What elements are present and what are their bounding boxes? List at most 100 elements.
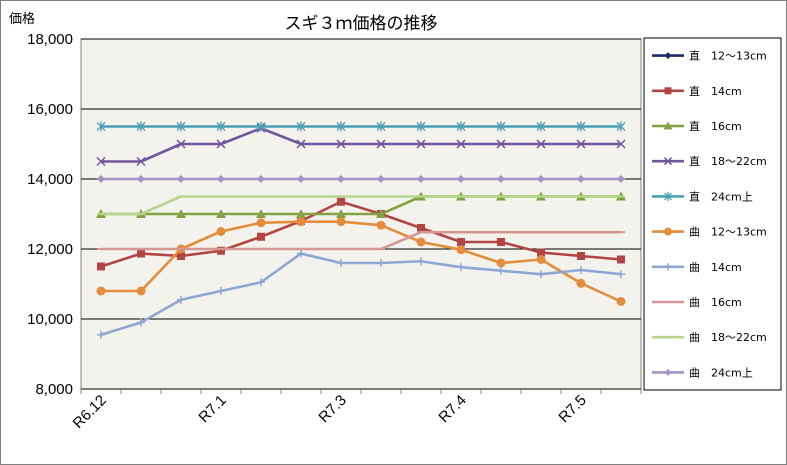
data-point — [376, 139, 386, 149]
data-point — [663, 157, 673, 166]
data-point — [336, 209, 346, 218]
data-point — [576, 121, 586, 132]
legend-label: 直 18～22cm — [689, 154, 767, 168]
data-point — [457, 238, 465, 246]
legend-label: 曲 18～22cm — [689, 331, 767, 344]
data-point — [416, 121, 426, 132]
y-tick-label: 16,000 — [27, 101, 73, 118]
data-point — [663, 121, 673, 130]
legend-label: 曲 24cm上 — [689, 366, 753, 379]
data-point — [664, 227, 672, 236]
x-tick-label: R7.4 — [435, 392, 469, 426]
data-point — [616, 121, 626, 132]
data-point — [336, 217, 346, 227]
data-point — [577, 252, 585, 260]
data-point — [496, 258, 506, 268]
data-point — [537, 175, 545, 183]
data-point — [136, 121, 146, 132]
data-point — [417, 257, 425, 266]
data-point — [97, 262, 105, 271]
data-point — [96, 156, 106, 167]
chart-title: スギ３ｍ価格の推移 — [285, 14, 438, 34]
data-point — [376, 121, 386, 132]
data-point — [457, 263, 465, 272]
data-point — [296, 209, 306, 218]
data-point — [97, 330, 105, 339]
data-point — [216, 209, 226, 218]
data-point — [256, 121, 266, 132]
series-line — [101, 126, 621, 163]
data-point — [176, 209, 186, 218]
data-point — [536, 255, 546, 264]
data-point — [216, 227, 226, 236]
series-9 — [97, 195, 625, 216]
data-point — [496, 121, 506, 132]
data-point — [417, 175, 425, 183]
data-point — [664, 52, 672, 60]
data-point — [536, 121, 546, 132]
series-6 — [96, 217, 626, 306]
legend-box — [643, 37, 782, 391]
data-point — [97, 175, 105, 183]
series-line — [100, 200, 622, 268]
data-point — [96, 121, 106, 132]
data-point — [497, 175, 505, 183]
data-point — [257, 175, 265, 183]
y-tick-label: 12,000 — [27, 241, 73, 258]
data-point — [137, 175, 145, 183]
data-point — [377, 175, 385, 183]
series-line — [100, 252, 622, 336]
data-point — [497, 238, 505, 246]
data-point — [216, 121, 226, 132]
data-point — [376, 220, 386, 230]
data-point — [137, 249, 145, 258]
data-point — [217, 175, 225, 183]
data-point — [664, 87, 672, 95]
legend-label: 直 24cm上 — [689, 189, 753, 203]
data-point — [456, 139, 466, 149]
legend-label: 曲 12～13cm — [689, 226, 767, 239]
data-point — [257, 232, 265, 241]
x-tick-label: R7.5 — [555, 392, 589, 426]
data-point — [576, 139, 586, 149]
legend-entry: 曲 14cm — [652, 261, 742, 274]
data-point — [337, 175, 345, 183]
data-point — [416, 139, 426, 149]
y-tick-label: 18,000 — [27, 31, 73, 48]
legend-entry: 直 14cm — [652, 84, 742, 98]
data-point — [136, 156, 146, 167]
series-5 — [96, 121, 626, 132]
legend-label: 直 12～13cm — [689, 49, 767, 63]
series-line — [101, 230, 621, 251]
x-tick-label: R7.3 — [315, 392, 349, 426]
legend-label: 曲 14cm — [689, 261, 742, 274]
data-point — [536, 139, 546, 149]
x-tick-label: R6.12 — [70, 392, 110, 432]
data-point — [177, 252, 185, 260]
data-point — [617, 175, 625, 183]
data-point — [177, 175, 185, 183]
data-point — [377, 259, 385, 267]
series-line — [101, 220, 622, 303]
data-point — [496, 139, 506, 149]
legend-entry: 曲 24cm上 — [652, 366, 753, 379]
legend-entry: 直 18～22cm — [652, 154, 767, 168]
series-10 — [97, 175, 625, 183]
data-point — [216, 139, 226, 149]
data-point — [497, 266, 505, 275]
legend-entry: 曲 16cm — [652, 296, 742, 309]
legend-label: 直 16cm — [689, 119, 742, 133]
data-point — [296, 121, 306, 132]
legend-label: 曲 16cm — [689, 296, 742, 309]
legend-label: 直 14cm — [689, 84, 742, 98]
data-point — [616, 297, 626, 306]
legend-entry: 曲 18～22cm — [652, 331, 767, 344]
series-7 — [97, 249, 625, 339]
data-point — [297, 175, 305, 183]
data-point — [537, 270, 545, 279]
data-point — [257, 278, 265, 287]
data-point — [576, 278, 586, 288]
legend-entry: 直 16cm — [652, 119, 742, 133]
